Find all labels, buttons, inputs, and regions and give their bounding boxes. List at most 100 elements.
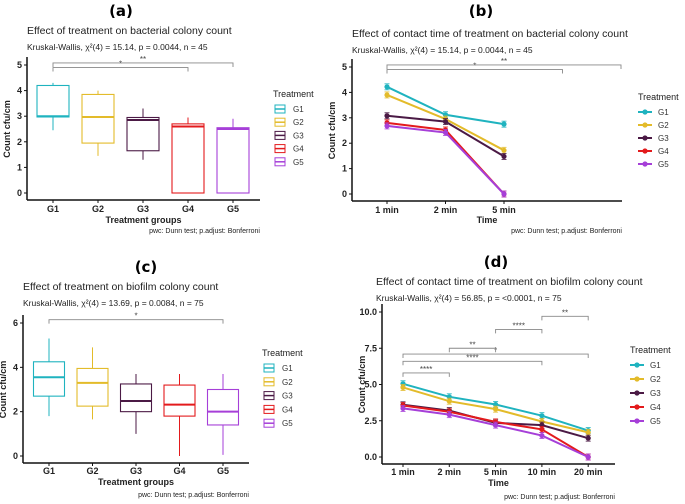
box-iqr bbox=[126, 116, 160, 152]
legend-swatch-point bbox=[634, 390, 640, 396]
legend-item-label: G5 bbox=[293, 158, 304, 167]
legend-swatch-point bbox=[642, 109, 648, 115]
legend-item-label: G3 bbox=[650, 389, 661, 398]
y-tick-label: 5 bbox=[17, 60, 22, 70]
chart-title: Effect of treatment on biofilm colony co… bbox=[23, 281, 218, 293]
y-tick-label: 3 bbox=[17, 111, 22, 121]
significance-label: **** bbox=[466, 353, 478, 362]
x-tick-label: 10 min bbox=[528, 467, 557, 477]
legend-item-label: G2 bbox=[658, 121, 669, 130]
data-point bbox=[501, 147, 507, 153]
box-iqr bbox=[119, 383, 153, 413]
y-tick-label: 0 bbox=[342, 189, 347, 199]
x-tick-label: G4 bbox=[173, 466, 185, 476]
x-tick-label: 5 min bbox=[492, 205, 516, 215]
significance-label: * bbox=[473, 62, 476, 71]
y-tick-label: 2.5 bbox=[364, 416, 377, 426]
legend-swatch-point bbox=[634, 376, 640, 382]
x-tick-label: G5 bbox=[217, 466, 229, 476]
data-point bbox=[493, 422, 499, 428]
data-point bbox=[446, 398, 452, 404]
x-tick-label: G3 bbox=[137, 204, 149, 214]
panel-label: (a) bbox=[109, 2, 133, 20]
legend-item-label: G4 bbox=[650, 403, 661, 412]
significance-label: **** bbox=[420, 365, 432, 374]
data-point bbox=[442, 119, 449, 125]
x-tick-label: G5 bbox=[227, 204, 239, 214]
caption: pwc: Dunn test; p.adjust: Bonferroni bbox=[149, 228, 260, 235]
legend-title: Treatment bbox=[273, 89, 314, 99]
legend-item-label: G1 bbox=[650, 361, 661, 370]
data-point bbox=[539, 418, 545, 425]
data-point bbox=[501, 191, 507, 197]
legend-item-label: G2 bbox=[650, 375, 661, 384]
data-point bbox=[501, 121, 507, 127]
significance-bracket bbox=[386, 69, 563, 74]
y-tick-label: 2 bbox=[13, 407, 18, 417]
y-tick-label: 6 bbox=[13, 318, 18, 328]
legend: Treatment G1 G2 G3 G4 G5 bbox=[630, 345, 671, 426]
series-G5 bbox=[384, 122, 507, 198]
y-tick-label: 3 bbox=[342, 113, 347, 123]
x-tick-label: 1 min bbox=[391, 467, 415, 477]
data-point bbox=[493, 406, 499, 412]
caption: pwc: Dunn test; p.adjust: Bonferroni bbox=[504, 494, 615, 501]
x-axis-title: Time bbox=[488, 478, 509, 488]
series-G5 bbox=[400, 405, 591, 461]
y-tick-label: 5.0 bbox=[364, 380, 377, 390]
y-tick-label: 7.5 bbox=[364, 343, 377, 353]
legend-item-label: G2 bbox=[293, 118, 304, 127]
legend-swatch-point bbox=[642, 135, 648, 141]
chart-subtitle: Kruskal-Wallis, χ²(4) = 56.85, p = <0.00… bbox=[376, 293, 562, 303]
significance-label: * bbox=[119, 60, 122, 69]
data-point bbox=[585, 429, 591, 435]
box-G2 bbox=[81, 90, 115, 156]
caption: pwc: Dunn test; p.adjust: Bonferroni bbox=[511, 228, 622, 235]
y-tick-label: 4 bbox=[17, 86, 22, 96]
legend: Treatment G1 G2 G3 G4 G5 bbox=[638, 92, 679, 169]
box-G3 bbox=[119, 373, 153, 434]
box-G4 bbox=[163, 373, 196, 456]
data-point bbox=[585, 435, 591, 441]
y-tick-label: 0 bbox=[13, 451, 18, 461]
series-G2 bbox=[400, 383, 591, 436]
significance-bracket bbox=[52, 62, 234, 67]
box-G3 bbox=[126, 108, 160, 160]
chart-title: Effect of contact time of treatment on b… bbox=[376, 276, 643, 288]
box-iqr bbox=[81, 93, 115, 144]
data-point bbox=[446, 412, 452, 418]
significance-bracket bbox=[495, 328, 543, 334]
legend-item-label: G4 bbox=[293, 145, 304, 154]
significance-label: **** bbox=[513, 321, 525, 330]
legend-item-label: G3 bbox=[293, 131, 304, 140]
x-tick-label: 2 min bbox=[434, 205, 458, 215]
significance-bracket bbox=[448, 347, 497, 353]
y-tick-label: 5 bbox=[342, 62, 347, 72]
data-point bbox=[384, 123, 390, 129]
x-tick-label: G2 bbox=[92, 204, 104, 214]
significance-bracket bbox=[48, 319, 224, 324]
x-tick-label: G1 bbox=[47, 204, 59, 214]
box-iqr bbox=[163, 384, 196, 417]
panel-label: (b) bbox=[469, 2, 493, 20]
y-tick-label: 0 bbox=[17, 188, 22, 198]
series-line bbox=[386, 124, 505, 195]
caption: pwc: Dunn test; p.adjust: Bonferroni bbox=[138, 492, 249, 499]
x-tick-label: 2 min bbox=[438, 467, 462, 477]
box-G1 bbox=[32, 338, 66, 417]
panel-b: (b) Effect of contact time of treatment o… bbox=[327, 2, 679, 235]
data-point bbox=[442, 129, 449, 136]
legend-swatch-point bbox=[634, 362, 640, 368]
chart-subtitle: Kruskal-Wallis, χ²(4) = 15.14, p = 0.004… bbox=[352, 45, 533, 55]
data-point bbox=[539, 413, 545, 419]
legend-item-label: G5 bbox=[658, 160, 669, 169]
legend-item-label: G4 bbox=[282, 405, 293, 414]
y-tick-label: 0.0 bbox=[364, 452, 377, 462]
panel-c: (c) Effect of treatment on biofilm colony… bbox=[0, 258, 303, 499]
data-point bbox=[384, 84, 390, 90]
legend-item-label: G3 bbox=[658, 134, 669, 143]
y-axis-title: Count cfu/cm bbox=[327, 102, 337, 160]
box-G4 bbox=[171, 117, 205, 194]
panel-d: (d) Effect of contact time of treatment o… bbox=[357, 253, 671, 501]
